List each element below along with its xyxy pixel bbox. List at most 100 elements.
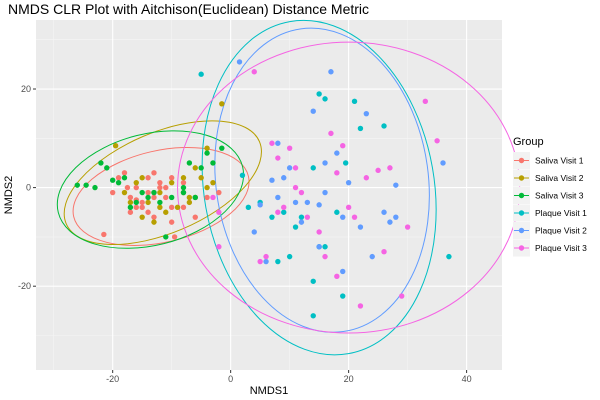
point-plaque-visit-1 xyxy=(245,204,252,211)
point-plaque-visit-3 xyxy=(292,184,299,191)
point-plaque-visit-2 xyxy=(328,69,334,75)
point-saliva-visit-2 xyxy=(204,145,210,151)
point-plaque-visit-1 xyxy=(310,313,316,319)
point-plaque-visit-3 xyxy=(381,248,387,255)
point-saliva-visit-1 xyxy=(180,179,187,186)
point-saliva-visit-3 xyxy=(74,182,80,188)
point-plaque-visit-3 xyxy=(363,175,370,181)
point-saliva-visit-1 xyxy=(192,214,198,220)
point-saliva-visit-1 xyxy=(163,194,169,201)
point-plaque-visit-3 xyxy=(351,214,358,220)
point-plaque-visit-2 xyxy=(304,199,311,206)
legend-label-saliva-visit-1: Saliva Visit 1 xyxy=(535,156,584,166)
point-plaque-visit-2 xyxy=(257,202,263,208)
point-plaque-visit-3 xyxy=(334,170,340,176)
point-plaque-visit-2 xyxy=(381,209,387,215)
point-plaque-visit-3 xyxy=(316,229,322,235)
point-saliva-visit-2 xyxy=(174,204,181,211)
point-saliva-visit-1 xyxy=(157,184,163,191)
point-saliva-visit-1 xyxy=(121,170,128,176)
point-saliva-visit-2 xyxy=(192,165,198,171)
point-plaque-visit-3 xyxy=(399,293,405,299)
point-plaque-visit-3 xyxy=(375,167,381,174)
point-saliva-visit-1 xyxy=(127,194,134,201)
point-saliva-visit-2 xyxy=(139,214,145,220)
point-plaque-visit-1 xyxy=(316,91,322,97)
point-saliva-visit-1 xyxy=(163,184,169,191)
point-plaque-visit-1 xyxy=(292,224,299,230)
point-plaque-visit-1 xyxy=(351,98,358,105)
point-saliva-visit-1 xyxy=(151,194,157,201)
point-saliva-visit-2 xyxy=(219,101,225,107)
point-saliva-visit-1 xyxy=(124,184,131,191)
point-plaque-visit-2 xyxy=(236,59,243,65)
legend-key-point xyxy=(518,192,525,199)
point-plaque-visit-3 xyxy=(340,143,346,149)
point-plaque-visit-2 xyxy=(275,194,281,201)
point-plaque-visit-3 xyxy=(334,273,340,280)
point-saliva-visit-3 xyxy=(198,165,204,171)
ellipse-saliva-visit-2 xyxy=(63,120,262,246)
data-points xyxy=(74,59,452,319)
point-saliva-visit-2 xyxy=(163,209,169,215)
point-plaque-visit-3 xyxy=(257,258,263,265)
legend-key-point xyxy=(518,175,525,181)
point-saliva-visit-3 xyxy=(115,179,122,186)
minor-gridlines xyxy=(36,20,502,370)
legend-item-plaque-visit-1: Plaque Visit 1 xyxy=(513,204,587,222)
point-plaque-visit-2 xyxy=(310,108,316,114)
point-saliva-visit-1 xyxy=(133,184,139,191)
point-saliva-visit-1 xyxy=(157,179,163,186)
point-plaque-visit-3 xyxy=(292,165,299,171)
point-plaque-visit-2 xyxy=(340,214,346,220)
point-plaque-visit-1 xyxy=(298,214,305,220)
point-plaque-visit-2 xyxy=(316,244,322,250)
point-saliva-visit-2 xyxy=(157,204,163,211)
point-saliva-visit-3 xyxy=(186,160,193,166)
point-saliva-visit-1 xyxy=(216,189,222,196)
legend-item-saliva-visit-3: Saliva Visit 3 xyxy=(513,187,584,204)
point-saliva-visit-3 xyxy=(109,177,116,183)
point-saliva-visit-1 xyxy=(109,189,116,196)
point-plaque-visit-3 xyxy=(298,189,305,196)
point-plaque-visit-2 xyxy=(322,160,328,166)
point-plaque-visit-1 xyxy=(310,278,316,284)
point-saliva-visit-1 xyxy=(204,194,210,201)
point-plaque-visit-2 xyxy=(292,199,299,206)
point-saliva-visit-2 xyxy=(139,175,145,181)
point-plaque-visit-2 xyxy=(393,182,399,188)
x-axis-ticks: -20 0 20 40 xyxy=(106,370,472,384)
point-saliva-visit-2 xyxy=(133,179,139,186)
point-plaque-visit-2 xyxy=(322,189,328,196)
point-saliva-visit-3 xyxy=(83,182,89,188)
point-plaque-visit-1 xyxy=(342,160,349,166)
point-saliva-visit-3 xyxy=(139,189,145,196)
point-plaque-visit-3 xyxy=(216,209,222,215)
legend-item-plaque-visit-2: Plaque Visit 2 xyxy=(513,222,587,239)
point-plaque-visit-3 xyxy=(345,204,352,211)
point-plaque-visit-1 xyxy=(286,253,293,260)
point-plaque-visit-3 xyxy=(275,155,281,161)
point-plaque-visit-1 xyxy=(239,172,246,178)
point-plaque-visit-3 xyxy=(404,224,411,230)
legend-key-point xyxy=(518,157,525,164)
point-plaque-visit-2 xyxy=(334,150,340,156)
y-tick-label: -20 xyxy=(18,281,31,291)
point-saliva-visit-1 xyxy=(151,170,157,176)
point-saliva-visit-2 xyxy=(157,189,163,196)
point-saliva-visit-3 xyxy=(180,184,187,191)
point-saliva-visit-1 xyxy=(180,204,187,211)
x-tick-label: 20 xyxy=(344,374,354,384)
point-saliva-visit-2 xyxy=(204,184,210,191)
confidence-ellipses xyxy=(56,19,521,356)
legend-label-saliva-visit-2: Saliva Visit 2 xyxy=(535,173,584,183)
point-plaque-visit-3 xyxy=(286,145,293,151)
point-saliva-visit-3 xyxy=(163,234,169,240)
point-plaque-visit-1 xyxy=(198,71,204,77)
legend-key-point xyxy=(518,227,525,234)
point-saliva-visit-3 xyxy=(145,194,151,201)
point-saliva-visit-1 xyxy=(171,234,178,240)
x-axis-label: NMDS1 xyxy=(250,385,289,397)
point-plaque-visit-1 xyxy=(446,253,452,260)
point-plaque-visit-2 xyxy=(281,175,287,181)
